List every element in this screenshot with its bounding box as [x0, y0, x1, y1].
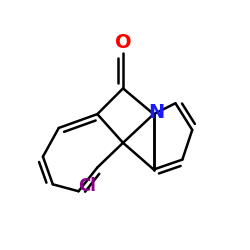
- Text: Cl: Cl: [78, 177, 96, 195]
- Text: O: O: [115, 32, 131, 52]
- Text: N: N: [148, 104, 164, 122]
